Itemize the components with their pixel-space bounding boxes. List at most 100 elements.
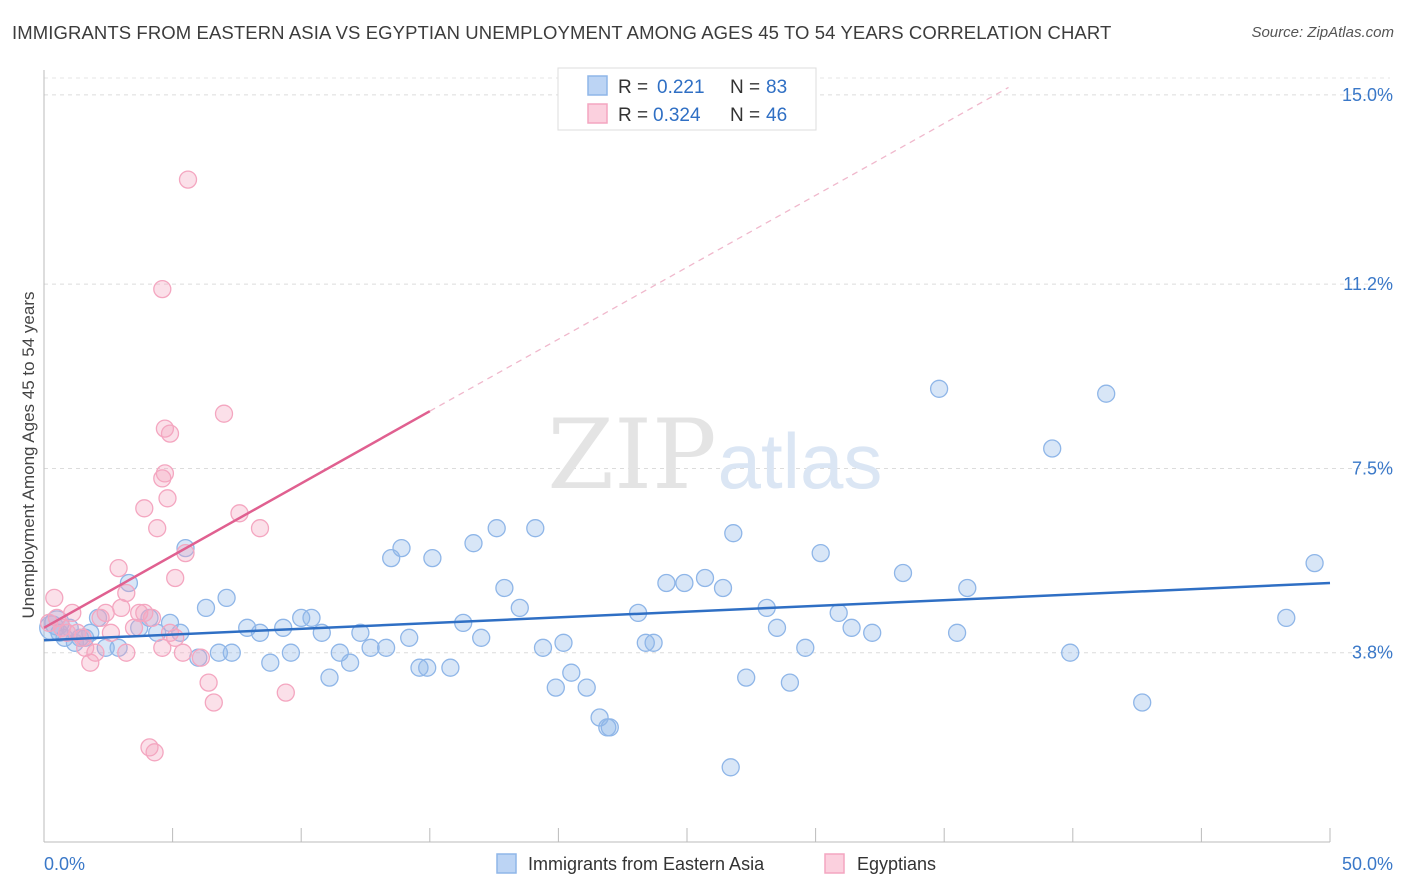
bottom-legend-label-pink: Egyptians	[857, 854, 936, 874]
egyptians-point-12	[96, 603, 115, 623]
eastern-asia-point-43	[423, 548, 442, 568]
bottom-legend-swatch-blue	[496, 853, 517, 874]
egyptians-point-37	[250, 519, 270, 538]
legend-r-value-1: 0.221	[657, 77, 705, 98]
eastern-asia-point-61	[636, 633, 655, 652]
egyptians-point-44	[178, 170, 198, 189]
bottom-legend: Immigrants from Eastern Asia Egyptians	[496, 853, 936, 874]
eastern-asia-point-53	[546, 678, 565, 697]
egyptians-point-40	[160, 424, 180, 443]
egyptians-point-33	[199, 673, 218, 692]
trend-line-egyptians	[43, 410, 431, 629]
eastern-asia-point-46	[464, 534, 483, 553]
eastern-asia-point-34	[340, 653, 360, 672]
legend-r-label-2: R =	[618, 105, 648, 126]
eastern-asia-point-50	[510, 598, 529, 618]
legend-r-value-2: 0.324	[653, 105, 701, 126]
eastern-asia-point-77	[893, 563, 913, 583]
eastern-asia-point-40	[400, 628, 419, 647]
eastern-asia-point-73	[811, 543, 830, 563]
eastern-asia-point-56	[577, 678, 596, 697]
chart-source: Source: ZipAtlas.com	[1251, 24, 1394, 41]
eastern-asia-point-63	[657, 573, 676, 593]
axes: 3.8% 7.5% 11.2% 15.0% 0.0% 50.0%	[43, 70, 1393, 874]
eastern-asia-point-41	[410, 658, 429, 677]
eastern-asia-point-21	[209, 643, 229, 662]
egyptians-point-14	[109, 558, 128, 578]
eastern-asia-point-27	[274, 618, 293, 637]
eastern-asia-point-78	[929, 379, 949, 398]
eastern-asia-point-52	[533, 638, 553, 657]
eastern-asia-point-23	[222, 643, 241, 662]
y-tick-label-1: 7.5%	[1352, 458, 1393, 478]
eastern-asia-point-81	[1043, 439, 1062, 458]
egyptians-point-20	[142, 608, 162, 628]
legend-swatch-blue	[587, 75, 608, 96]
eastern-asia-point-48	[487, 519, 506, 538]
eastern-asia-point-84	[1133, 693, 1152, 712]
egyptians-point-38	[276, 683, 295, 702]
legend-r-label-1: R =	[618, 77, 648, 98]
eastern-asia-point-59	[600, 718, 619, 737]
y-axis-title: Unemployment Among Ages 45 to 54 years	[19, 292, 38, 619]
egyptians-point-1	[45, 588, 64, 608]
legend: R = 0.221 N = 83 R = 0.324 N = 46	[557, 67, 817, 131]
egyptians-point-21	[153, 638, 172, 657]
eastern-asia-point-80	[958, 578, 977, 598]
eastern-asia-point-65	[695, 568, 715, 588]
egyptians-point-32	[191, 648, 211, 667]
eastern-asia-point-67	[724, 524, 743, 543]
egyptians-point-43	[153, 279, 172, 299]
egyptians-point-34	[204, 693, 223, 712]
eastern-asia-point-47	[472, 628, 491, 647]
eastern-asia-point-36	[361, 638, 380, 657]
legend-swatch-pink	[587, 103, 608, 124]
eastern-asia-point-79	[947, 623, 967, 642]
eastern-asia-point-86	[1305, 553, 1324, 573]
legend-n-value-2: 46	[766, 105, 787, 126]
egyptians-point-30	[166, 568, 185, 588]
egyptians-point-24	[173, 643, 193, 662]
egyptians-point-25	[135, 499, 154, 518]
egyptians-point-16	[117, 583, 136, 603]
egyptians-point-22	[160, 623, 180, 642]
watermark-zip: ZIP	[547, 399, 716, 511]
egyptians-point-27	[153, 469, 172, 488]
eastern-asia-point-35	[351, 623, 370, 642]
eastern-asia-point-62	[644, 633, 663, 652]
egyptians-point-26	[148, 519, 167, 538]
eastern-asia-point-29	[292, 608, 311, 628]
trend-line-egyptians-extension	[429, 86, 1009, 412]
watermark-atlas: atlas	[718, 417, 883, 505]
egyptians-point-39	[155, 419, 175, 438]
eastern-asia-point-70	[767, 618, 787, 637]
y-tick-label-0: 3.8%	[1352, 643, 1393, 663]
x-tick-label-0: 0.0%	[44, 854, 85, 874]
eastern-asia-point-26	[261, 653, 280, 672]
eastern-asia-point-55	[562, 663, 581, 682]
bottom-legend-swatch-pink	[824, 853, 845, 874]
egyptians-point-10	[86, 643, 105, 662]
eastern-asia-point-72	[796, 638, 815, 657]
legend-n-label-2: N =	[730, 105, 760, 126]
eastern-asia-point-25	[250, 623, 270, 642]
legend-n-value-1: 83	[766, 77, 787, 98]
eastern-asia-point-68	[737, 668, 756, 687]
eastern-asia-point-76	[863, 623, 882, 642]
legend-n-label-1: N =	[730, 77, 760, 98]
egyptians-point-45	[117, 643, 136, 662]
egyptians-point-35	[214, 404, 234, 423]
data-points	[39, 170, 1324, 777]
egyptians-point-28	[155, 464, 175, 483]
eastern-asia-point-87	[721, 758, 740, 777]
eastern-asia-point-44	[441, 658, 460, 677]
egyptians-point-41	[145, 743, 164, 762]
gridlines	[44, 77, 1390, 654]
egyptians-point-42	[140, 738, 159, 757]
eastern-asia-point-75	[842, 618, 861, 637]
eastern-asia-point-74	[829, 603, 848, 623]
eastern-asia-point-54	[554, 633, 573, 652]
y-tick-label-2: 11.2%	[1343, 274, 1393, 294]
egyptians-point-6	[68, 623, 87, 642]
